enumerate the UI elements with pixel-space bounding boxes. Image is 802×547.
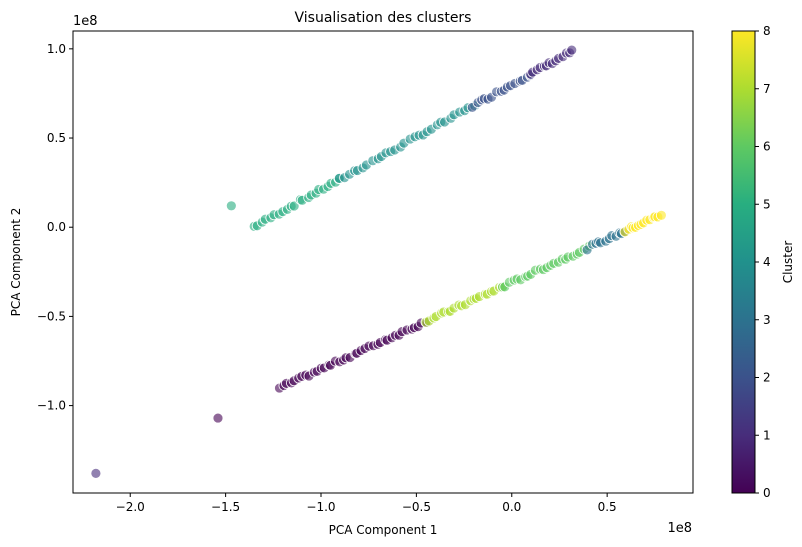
colorbar-tick-label: 1 — [763, 428, 771, 442]
colorbar-tick-label: 2 — [763, 371, 771, 385]
y-axis-offset-label: 1e8 — [73, 14, 98, 29]
y-tick-label: 1.0 — [47, 42, 66, 56]
scatter-point — [288, 200, 300, 212]
scatter-point — [225, 200, 237, 212]
scatter-point — [655, 209, 667, 221]
colorbar-tick-label: 8 — [763, 24, 771, 38]
colorbar: 0 1 2 3 4 5 6 7 8 Cluster — [731, 24, 795, 500]
y-tick-label: 0.0 — [47, 220, 66, 234]
scatter-point — [566, 44, 578, 56]
plot-area-frame — [72, 30, 694, 494]
x-tick-label: −0.5 — [402, 500, 431, 514]
colorbar-tick-label: 4 — [763, 255, 771, 269]
x-tick-label: 0.5 — [598, 500, 617, 514]
colorbar-tick-label: 5 — [763, 197, 771, 211]
scatter-points — [90, 44, 667, 479]
x-axis-label: PCA Component 1 — [329, 523, 438, 537]
x-tick-label: −2.0 — [116, 500, 145, 514]
colorbar-tick-label: 0 — [763, 486, 771, 500]
scatter-point — [90, 467, 102, 479]
y-tick-label: −1.0 — [37, 399, 66, 413]
x-axis-offset-label: 1e8 — [667, 521, 692, 536]
x-axis-ticks: −2.0 −1.5 −1.0 −0.5 0.0 0.5 — [116, 493, 617, 514]
colorbar-tick-label: 6 — [763, 140, 771, 154]
colorbar-label: Cluster — [781, 241, 795, 284]
colorbar-tick-label: 7 — [763, 82, 771, 96]
y-axis-label: PCA Component 2 — [9, 208, 23, 317]
y-tick-label: 0.5 — [47, 131, 66, 145]
colorbar-gradient — [731, 30, 756, 494]
colorbar-ticks: 0 1 2 3 4 5 6 7 8 — [755, 24, 771, 500]
x-tick-label: −1.5 — [211, 500, 240, 514]
scatter-point — [212, 412, 224, 424]
x-tick-label: 0.0 — [502, 500, 521, 514]
chart-title: Visualisation des clusters — [295, 10, 472, 26]
colorbar-tick-label: 3 — [763, 313, 771, 327]
y-axis-ticks: −1.0 −0.5 0.0 0.5 1.0 — [37, 42, 73, 413]
x-tick-label: −1.0 — [306, 500, 335, 514]
y-tick-label: −0.5 — [37, 309, 66, 323]
